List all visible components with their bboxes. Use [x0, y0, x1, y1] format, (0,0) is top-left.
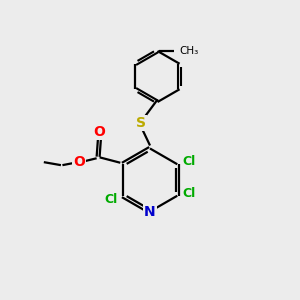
Text: Cl: Cl [105, 193, 118, 206]
Text: O: O [94, 124, 106, 139]
Text: Cl: Cl [183, 187, 196, 200]
Text: N: N [144, 205, 156, 218]
Text: O: O [73, 155, 85, 169]
Text: S: S [136, 116, 146, 130]
Text: CH₃: CH₃ [179, 46, 198, 56]
Text: Cl: Cl [183, 155, 196, 168]
